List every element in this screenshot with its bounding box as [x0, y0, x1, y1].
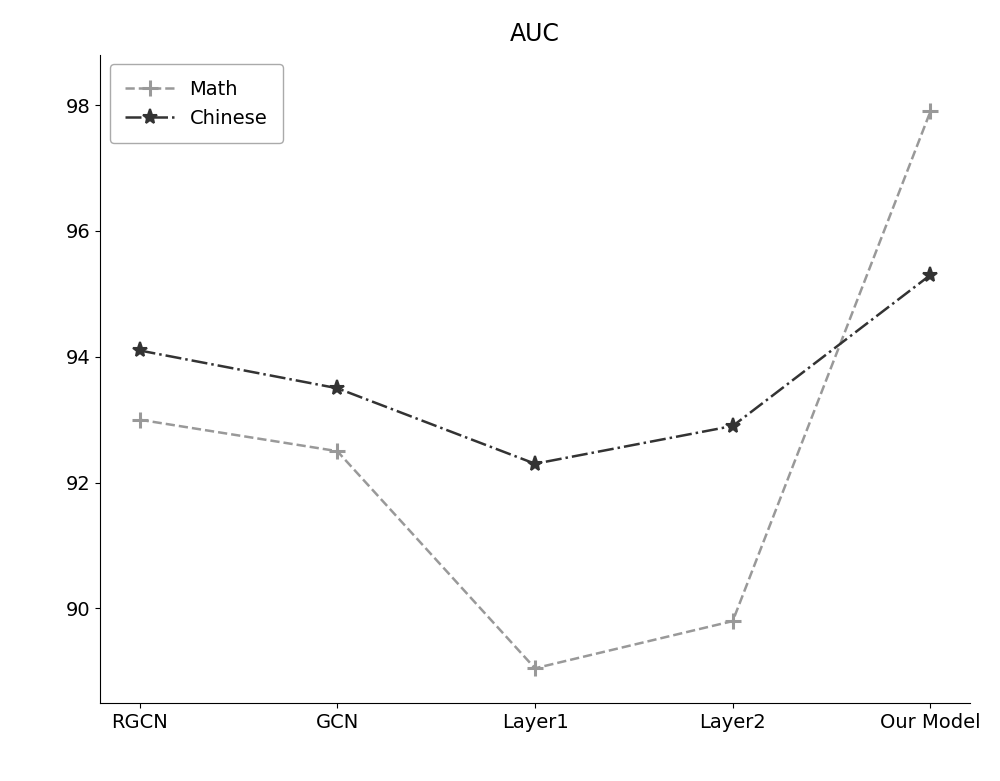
Line: Math: Math	[132, 104, 938, 676]
Chinese	[529, 459, 541, 469]
Line: Chinese: Chinese	[132, 267, 938, 472]
Chinese	[727, 421, 739, 430]
Legend: Math, Chinese: Math, Chinese	[110, 64, 283, 143]
Chinese	[924, 270, 936, 280]
Math	[529, 664, 541, 673]
Chinese	[134, 346, 146, 355]
Chinese	[331, 383, 343, 393]
Math	[924, 107, 936, 116]
Math	[134, 415, 146, 424]
Title: AUC: AUC	[510, 22, 560, 46]
Math	[727, 616, 739, 626]
Math	[331, 447, 343, 456]
